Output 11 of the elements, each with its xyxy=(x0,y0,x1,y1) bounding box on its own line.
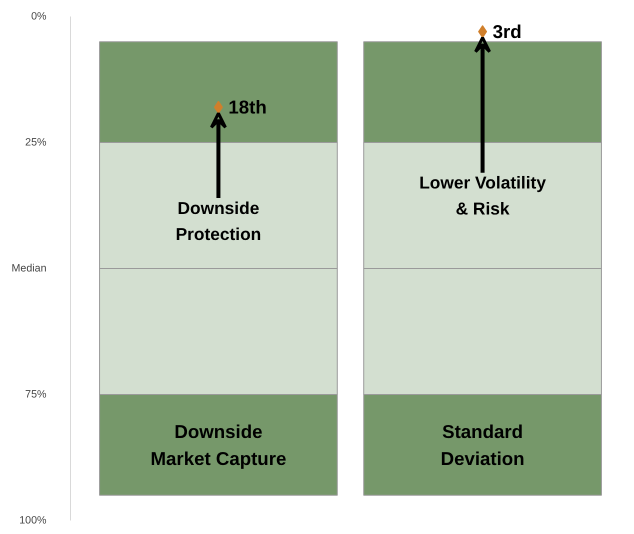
x-tick-label: Standard Deviation xyxy=(440,420,525,470)
data-label: 18th xyxy=(228,96,267,118)
y-tick-label: Median xyxy=(12,262,47,274)
x-tick-label: Downside Market Capture xyxy=(150,420,286,470)
y-tick-label: 0% xyxy=(31,10,48,22)
y-tick-label: 75% xyxy=(25,388,48,400)
y-tick-label: 100% xyxy=(19,514,48,526)
y-tick-label: 25% xyxy=(25,136,48,148)
data-label: 3rd xyxy=(492,21,522,42)
annotation: Downside Protection xyxy=(176,198,262,244)
annotation: Lower Volatility & Risk xyxy=(419,172,546,219)
